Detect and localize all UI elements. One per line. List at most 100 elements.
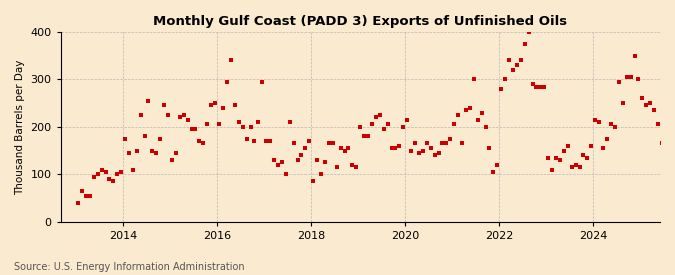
Point [527, 82, 538, 86]
Point [484, 146, 495, 150]
Point [429, 153, 440, 158]
Point [155, 136, 166, 141]
Point [558, 148, 569, 153]
Point [504, 58, 514, 63]
Point [480, 125, 491, 129]
Point [574, 165, 585, 169]
Point [96, 167, 107, 172]
Point [237, 125, 248, 129]
Point [656, 141, 667, 146]
Point [288, 141, 299, 146]
Point [218, 106, 229, 110]
Point [186, 127, 197, 131]
Point [551, 155, 562, 160]
Point [512, 63, 522, 67]
Point [460, 108, 471, 112]
Point [535, 84, 546, 89]
Point [425, 146, 436, 150]
Point [198, 141, 209, 146]
Point [315, 172, 326, 177]
Point [539, 84, 549, 89]
Point [488, 170, 499, 174]
Point [456, 141, 467, 146]
Point [468, 77, 479, 82]
Title: Monthly Gulf Coast (PADD 3) Exports of Unfinished Oils: Monthly Gulf Coast (PADD 3) Exports of U… [153, 15, 568, 28]
Point [304, 139, 315, 143]
Point [139, 134, 150, 139]
Point [508, 68, 518, 72]
Point [257, 79, 268, 84]
Y-axis label: Thousand Barrels per Day: Thousand Barrels per Day [15, 59, 25, 194]
Point [362, 134, 373, 139]
Point [339, 148, 350, 153]
Point [660, 167, 671, 172]
Point [249, 139, 260, 143]
Point [601, 136, 612, 141]
Point [433, 151, 444, 155]
Point [417, 148, 428, 153]
Point [421, 141, 432, 146]
Point [343, 146, 354, 150]
Point [629, 53, 640, 58]
Point [182, 117, 193, 122]
Point [355, 125, 366, 129]
Point [625, 75, 636, 79]
Point [265, 139, 275, 143]
Point [159, 103, 169, 108]
Point [496, 87, 507, 91]
Point [582, 155, 593, 160]
Point [88, 174, 99, 179]
Point [292, 158, 303, 162]
Point [547, 167, 558, 172]
Point [225, 58, 236, 63]
Point [124, 151, 134, 155]
Point [167, 158, 178, 162]
Point [476, 110, 487, 115]
Point [112, 172, 123, 177]
Point [414, 151, 425, 155]
Point [449, 122, 460, 127]
Point [119, 136, 130, 141]
Point [230, 103, 240, 108]
Point [441, 141, 452, 146]
Point [300, 146, 310, 150]
Point [633, 77, 644, 82]
Point [610, 125, 620, 129]
Point [308, 179, 319, 184]
Point [151, 151, 162, 155]
Point [406, 148, 416, 153]
Point [214, 122, 225, 127]
Point [594, 120, 605, 124]
Point [621, 75, 632, 79]
Point [253, 120, 264, 124]
Point [241, 136, 252, 141]
Point [359, 134, 370, 139]
Point [296, 153, 307, 158]
Point [147, 148, 158, 153]
Point [500, 77, 511, 82]
Point [245, 125, 256, 129]
Point [523, 30, 534, 34]
Point [472, 117, 483, 122]
Point [464, 106, 475, 110]
Point [194, 139, 205, 143]
Point [327, 141, 338, 146]
Point [605, 122, 616, 127]
Point [84, 193, 95, 198]
Point [641, 103, 652, 108]
Point [367, 122, 377, 127]
Point [284, 120, 295, 124]
Point [437, 141, 448, 146]
Point [378, 127, 389, 131]
Point [566, 165, 577, 169]
Point [261, 139, 271, 143]
Point [351, 165, 362, 169]
Point [210, 101, 221, 105]
Point [515, 58, 526, 63]
Point [519, 42, 530, 46]
Point [319, 160, 330, 165]
Point [206, 103, 217, 108]
Point [269, 158, 279, 162]
Point [597, 146, 608, 150]
Point [492, 163, 503, 167]
